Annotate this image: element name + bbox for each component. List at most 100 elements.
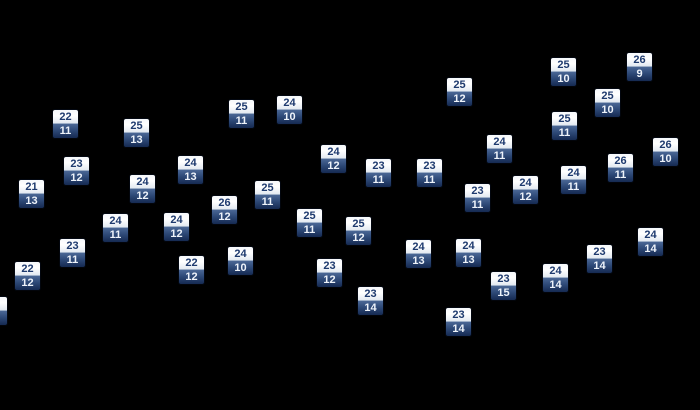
low-temp-label: 14 [543, 278, 568, 292]
temp-marker[interactable]: 24 11 [561, 166, 586, 194]
high-temp-label: 26 [212, 196, 237, 210]
high-temp-label: 23 [60, 239, 85, 253]
high-temp-label [0, 297, 7, 311]
temp-marker[interactable]: 25 10 [595, 89, 620, 117]
high-temp-label: 26 [627, 53, 652, 67]
low-temp-label: 11 [297, 223, 322, 237]
temp-marker[interactable]: 24 12 [130, 175, 155, 203]
temp-marker[interactable]: 23 12 [317, 259, 342, 287]
temp-marker[interactable]: 25 10 [551, 58, 576, 86]
low-temp-label: 14 [638, 242, 663, 256]
temp-marker[interactable]: 24 14 [543, 264, 568, 292]
temp-marker[interactable]: 21 13 [19, 180, 44, 208]
temp-marker[interactable]: 22 12 [179, 256, 204, 284]
temp-marker[interactable]: 24 13 [456, 239, 481, 267]
low-temp-label: 11 [255, 195, 280, 209]
temp-marker[interactable]: 25 11 [229, 100, 254, 128]
temp-marker[interactable]: 24 13 [178, 156, 203, 184]
low-temp-label: 14 [587, 259, 612, 273]
high-temp-label: 25 [124, 119, 149, 133]
temp-marker[interactable]: 24 10 [277, 96, 302, 124]
temp-marker[interactable]: 23 11 [417, 159, 442, 187]
high-temp-label: 25 [229, 100, 254, 114]
temp-marker[interactable]: 24 14 [638, 228, 663, 256]
low-temp-label: 13 [19, 194, 44, 208]
temp-marker[interactable]: 22 11 [53, 110, 78, 138]
low-temp-label: 11 [103, 228, 128, 242]
temp-marker[interactable]: 26 12 [212, 196, 237, 224]
high-temp-label: 23 [417, 159, 442, 173]
temp-marker[interactable]: 23 11 [366, 159, 391, 187]
low-temp-label: 12 [321, 159, 346, 173]
temp-marker[interactable]: 22 12 [15, 262, 40, 290]
high-temp-label: 24 [456, 239, 481, 253]
high-temp-label: 23 [317, 259, 342, 273]
low-temp-label: 12 [15, 276, 40, 290]
low-temp-label: 13 [178, 170, 203, 184]
high-temp-label: 25 [551, 58, 576, 72]
low-temp-label: 11 [366, 173, 391, 187]
low-temp-label: 14 [358, 301, 383, 315]
low-temp-label: 13 [456, 253, 481, 267]
low-temp-label: 10 [595, 103, 620, 117]
high-temp-label: 24 [164, 213, 189, 227]
temp-marker[interactable]: 23 11 [60, 239, 85, 267]
high-temp-label: 25 [552, 112, 577, 126]
high-temp-label: 24 [228, 247, 253, 261]
high-temp-label: 24 [103, 214, 128, 228]
high-temp-label: 24 [638, 228, 663, 242]
high-temp-label: 25 [255, 181, 280, 195]
temp-marker[interactable]: 25 13 [124, 119, 149, 147]
temp-marker[interactable]: 26 10 [653, 138, 678, 166]
low-temp-label: 12 [317, 273, 342, 287]
high-temp-label: 23 [587, 245, 612, 259]
temp-marker[interactable]: 23 14 [587, 245, 612, 273]
low-temp-label: 11 [229, 114, 254, 128]
high-temp-label: 24 [543, 264, 568, 278]
high-temp-label: 22 [179, 256, 204, 270]
temp-marker[interactable]: 23 15 [491, 272, 516, 300]
temp-marker[interactable]: 26 11 [608, 154, 633, 182]
temp-marker[interactable]: 24 13 [406, 240, 431, 268]
temp-marker[interactable]: 24 10 [228, 247, 253, 275]
high-temp-label: 24 [277, 96, 302, 110]
high-temp-label: 24 [321, 145, 346, 159]
temp-marker[interactable]: 25 11 [552, 112, 577, 140]
low-temp-label: 11 [561, 180, 586, 194]
low-temp-label: 12 [346, 231, 371, 245]
high-temp-label: 26 [653, 138, 678, 152]
temp-marker[interactable]: 24 12 [513, 176, 538, 204]
low-temp-label: 12 [64, 171, 89, 185]
temp-marker[interactable] [0, 297, 7, 325]
temp-marker[interactable]: 25 12 [346, 217, 371, 245]
low-temp-label: 9 [627, 67, 652, 81]
temp-marker[interactable]: 24 11 [103, 214, 128, 242]
temp-marker[interactable]: 23 14 [446, 308, 471, 336]
high-temp-label: 24 [130, 175, 155, 189]
low-temp-label: 11 [608, 168, 633, 182]
high-temp-label: 23 [446, 308, 471, 322]
low-temp-label: 11 [487, 149, 512, 163]
high-temp-label: 25 [447, 78, 472, 92]
low-temp-label: 11 [417, 173, 442, 187]
high-temp-label: 23 [465, 184, 490, 198]
temp-marker[interactable]: 25 11 [255, 181, 280, 209]
low-temp-label: 12 [130, 189, 155, 203]
temp-marker[interactable]: 26 9 [627, 53, 652, 81]
temp-marker[interactable]: 23 14 [358, 287, 383, 315]
low-temp-label: 14 [446, 322, 471, 336]
temp-marker[interactable]: 23 11 [465, 184, 490, 212]
temp-marker[interactable]: 25 11 [297, 209, 322, 237]
temp-marker[interactable]: 24 12 [164, 213, 189, 241]
high-temp-label: 26 [608, 154, 633, 168]
high-temp-label: 24 [178, 156, 203, 170]
temp-marker[interactable]: 24 12 [321, 145, 346, 173]
temp-marker[interactable]: 24 11 [487, 135, 512, 163]
temp-marker[interactable]: 25 12 [447, 78, 472, 106]
temp-marker[interactable]: 23 12 [64, 157, 89, 185]
high-temp-label: 22 [53, 110, 78, 124]
high-temp-label: 23 [366, 159, 391, 173]
high-temp-label: 24 [487, 135, 512, 149]
high-temp-label: 24 [513, 176, 538, 190]
